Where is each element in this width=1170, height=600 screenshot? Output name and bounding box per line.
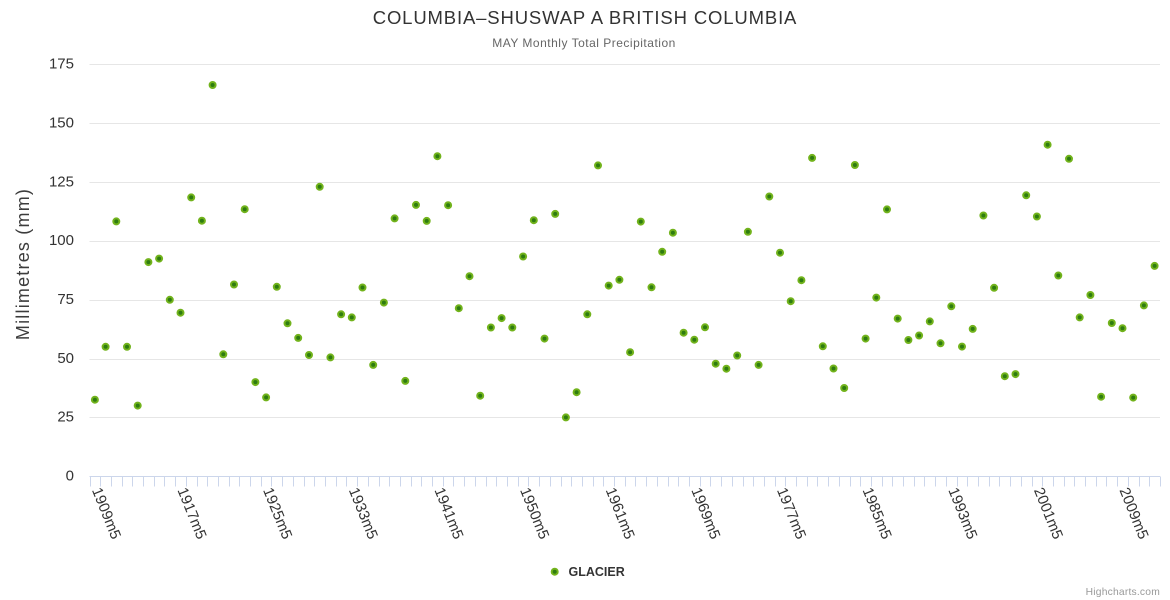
svg-text:0: 0 xyxy=(66,467,74,484)
svg-text:MAY Monthly Total Precipitatio: MAY Monthly Total Precipitation xyxy=(492,36,676,50)
svg-text:150: 150 xyxy=(49,115,74,132)
svg-text:GLACIER: GLACIER xyxy=(569,565,625,579)
svg-text:50: 50 xyxy=(57,350,74,367)
svg-text:Highcharts.com: Highcharts.com xyxy=(1086,587,1160,598)
svg-text:100: 100 xyxy=(49,232,74,249)
svg-text:Millimetres (mm): Millimetres (mm) xyxy=(13,188,33,340)
svg-text:COLUMBIA–SHUSWAP A BRITISH COL: COLUMBIA–SHUSWAP A BRITISH COLUMBIA xyxy=(373,7,798,28)
svg-text:75: 75 xyxy=(57,291,74,308)
svg-text:25: 25 xyxy=(57,409,74,426)
svg-text:175: 175 xyxy=(49,56,74,73)
svg-text:125: 125 xyxy=(49,173,74,190)
